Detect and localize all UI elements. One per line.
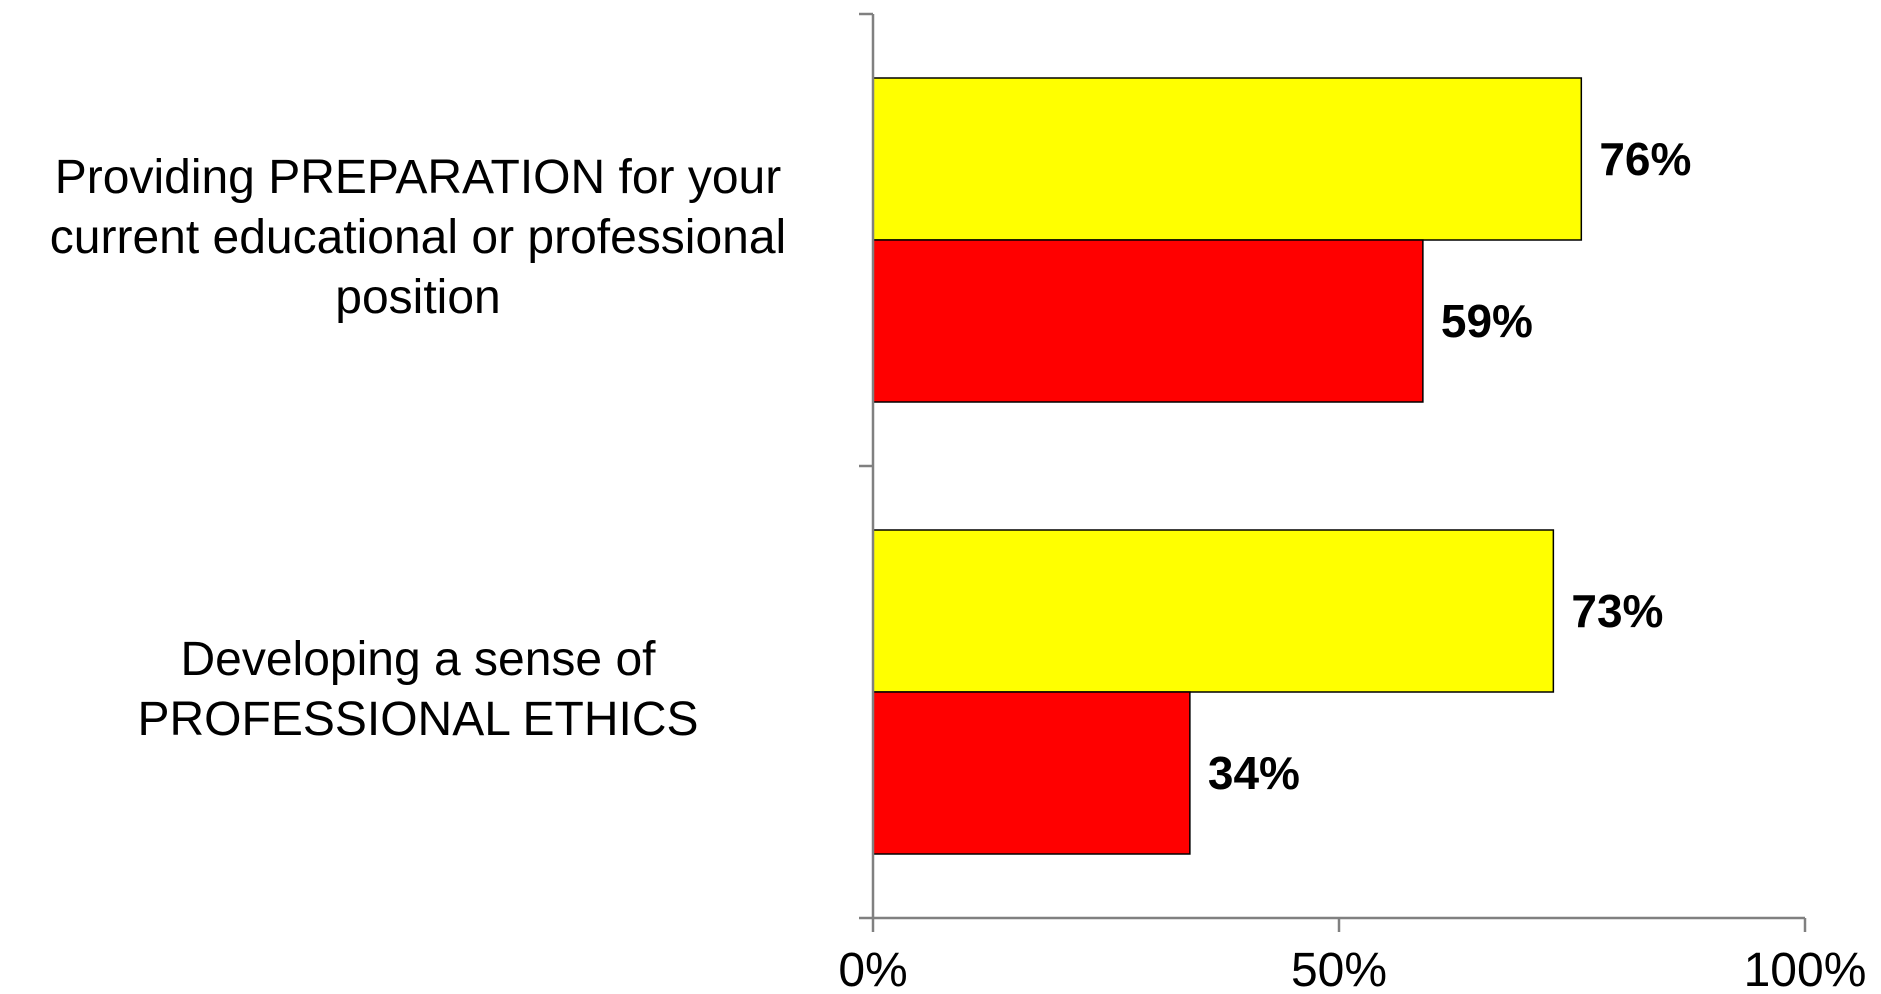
- bar-2-series-2: [872, 691, 1191, 855]
- x-ticks-group: 0% 50% 100%: [838, 918, 1866, 994]
- bars-group: [872, 77, 1583, 855]
- bar-2-series-1: [872, 529, 1555, 693]
- category-label-1: Providing PREPARATION for your current ed…: [8, 148, 828, 328]
- value-label-2-2: 34%: [1208, 747, 1300, 799]
- category-label-line: PROFESSIONAL ETHICS: [137, 693, 699, 746]
- category-label-line: Providing PREPARATION for your: [54, 151, 782, 204]
- bar-1-series-1: [872, 77, 1583, 241]
- category-label-line: position: [335, 271, 501, 324]
- x-tick-label: 50%: [1291, 944, 1387, 994]
- x-tick-label: 100%: [1744, 944, 1867, 994]
- value-labels-group: 76% 59% 73% 34%: [1208, 133, 1692, 799]
- value-label-1-1: 76%: [1599, 133, 1691, 185]
- bar-1-series-2: [872, 239, 1424, 403]
- value-label-1-2: 59%: [1441, 295, 1533, 347]
- category-label-2: Developing a sense of PROFESSIONAL ETHICS: [8, 630, 828, 750]
- x-tick-label: 0%: [838, 944, 907, 994]
- value-label-2-1: 73%: [1571, 585, 1663, 637]
- category-label-line: Developing a sense of: [180, 633, 656, 686]
- category-label-line: current educational or professional: [49, 211, 787, 264]
